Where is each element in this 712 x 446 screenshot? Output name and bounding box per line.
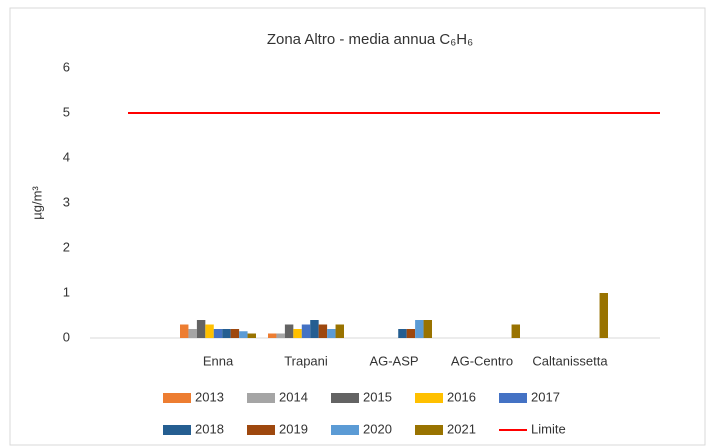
bar bbox=[398, 329, 407, 338]
y-axis-label: µg/m³ bbox=[29, 186, 44, 220]
bar bbox=[318, 324, 328, 338]
bar bbox=[327, 329, 336, 338]
bar bbox=[511, 324, 520, 338]
legend-label: 2015 bbox=[363, 389, 392, 404]
bar bbox=[406, 329, 416, 338]
bar bbox=[301, 324, 311, 338]
bar bbox=[205, 324, 214, 338]
bar bbox=[310, 320, 319, 338]
legend-swatch bbox=[331, 425, 359, 435]
y-tick-label: 2 bbox=[63, 239, 70, 254]
y-tick-label: 1 bbox=[63, 284, 70, 299]
legend-swatch bbox=[163, 425, 191, 435]
legend-swatch bbox=[247, 393, 275, 403]
bar bbox=[268, 333, 277, 338]
legend-label: 2013 bbox=[195, 389, 224, 404]
bar bbox=[599, 293, 608, 338]
bar bbox=[213, 329, 223, 338]
bar bbox=[188, 329, 197, 338]
x-tick-label: Enna bbox=[203, 353, 234, 368]
bar bbox=[247, 333, 256, 338]
bar bbox=[293, 329, 302, 338]
y-tick-label: 5 bbox=[63, 104, 70, 119]
legend-swatch bbox=[415, 425, 443, 435]
bar bbox=[239, 331, 248, 338]
bar bbox=[230, 329, 240, 338]
legend-label: 2021 bbox=[447, 421, 476, 436]
bar bbox=[335, 324, 344, 338]
chart-border bbox=[9, 7, 706, 446]
bar bbox=[284, 324, 294, 338]
y-tick-label: 6 bbox=[63, 59, 70, 74]
x-tick-label: AG-ASP bbox=[369, 353, 418, 368]
legend-label: 2016 bbox=[447, 389, 476, 404]
legend-label: 2020 bbox=[363, 421, 392, 436]
chart-title: Zona Altro - media annua C₆H₆ bbox=[267, 31, 473, 48]
bar bbox=[423, 320, 432, 338]
legend-swatch bbox=[499, 393, 527, 403]
bar bbox=[415, 320, 424, 338]
bar bbox=[196, 320, 206, 338]
x-tick-label: Trapani bbox=[284, 353, 328, 368]
legend-swatch bbox=[163, 393, 191, 403]
bar bbox=[222, 329, 231, 338]
legend-label: 2017 bbox=[531, 389, 560, 404]
legend-label: 2019 bbox=[279, 421, 308, 436]
legend-label: 2018 bbox=[195, 421, 224, 436]
legend-swatch bbox=[247, 425, 275, 435]
legend-label: Limite bbox=[531, 421, 566, 436]
bar bbox=[276, 333, 285, 338]
y-tick-label: 4 bbox=[63, 149, 70, 164]
legend-swatch bbox=[331, 393, 359, 403]
bar bbox=[180, 324, 189, 338]
y-tick-label: 3 bbox=[63, 194, 70, 209]
legend-label: 2014 bbox=[279, 389, 308, 404]
y-tick-label: 0 bbox=[63, 329, 70, 344]
x-tick-label: AG-Centro bbox=[451, 353, 513, 368]
x-tick-label: Caltanissetta bbox=[532, 353, 608, 368]
legend-swatch bbox=[415, 393, 443, 403]
